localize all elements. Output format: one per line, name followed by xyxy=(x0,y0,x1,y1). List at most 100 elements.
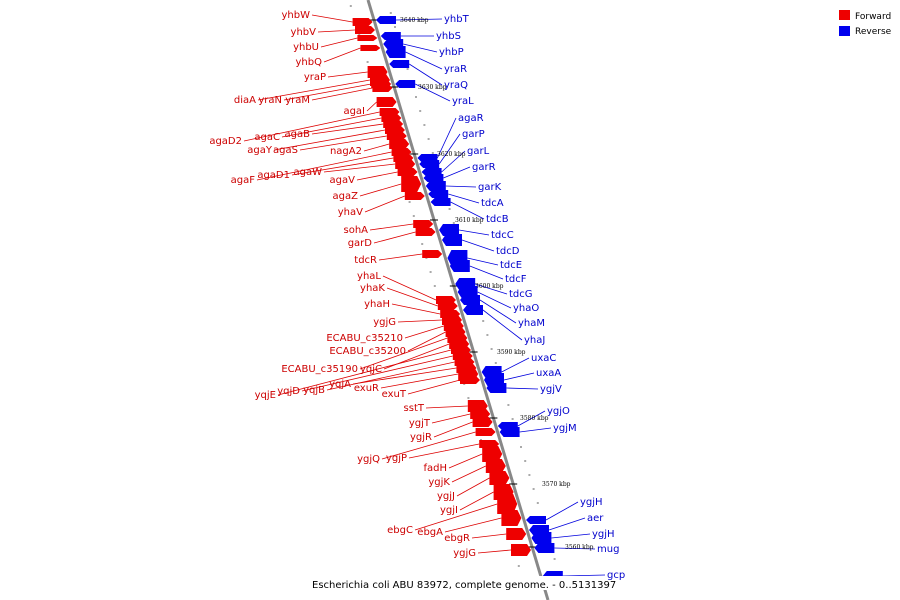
gene-label-forward: ygjR xyxy=(410,432,432,443)
gene-label-forward: sohA xyxy=(343,225,368,236)
gene-arrow-reverse xyxy=(389,60,410,68)
gene-label-forward: ygjK xyxy=(428,477,450,488)
gene-leader-line xyxy=(378,253,423,261)
gene-leader-line xyxy=(554,547,596,550)
legend-reverse-swatch xyxy=(839,26,850,36)
gene-leader-line xyxy=(381,431,476,460)
gene-arrow-reverse xyxy=(526,516,546,524)
kbp-tick-label: 3630 kbp xyxy=(418,84,447,91)
gene-label-forward: agaD1 xyxy=(257,170,290,181)
gene-label-forward: agaY xyxy=(247,145,273,156)
gene-leader-line xyxy=(415,83,451,102)
gene-labels: yhbW yhbV yhbU yhbQ yraP diaA yraN yraM agaI agaD… xyxy=(209,10,625,581)
gene-leader-line xyxy=(414,503,498,531)
gene-leader-line xyxy=(311,14,353,23)
kbp-tick-label: 3600 kbp xyxy=(475,283,504,290)
legend-forward-swatch xyxy=(839,10,850,20)
gene-leader-line xyxy=(451,465,486,483)
gene-leader-line xyxy=(366,101,377,112)
gene-label-reverse: uxaA xyxy=(536,368,561,379)
gene-arrow-reverse xyxy=(460,295,480,305)
gene-arrow-forward xyxy=(460,376,480,384)
gene-label-forward: exuR xyxy=(354,383,379,394)
gene-arrow-reverse xyxy=(439,224,459,236)
gene-leader-line xyxy=(382,275,437,301)
gene-arrow-reverse xyxy=(385,46,406,58)
gene-arrow-reverse xyxy=(428,190,449,198)
gene-label-reverse: garK xyxy=(478,182,502,193)
gene-label-reverse: tdcC xyxy=(491,230,514,241)
gene-label-reverse: yhaO xyxy=(513,303,539,314)
gene-label-forward: yhbW xyxy=(282,10,311,21)
gene-arrow-forward xyxy=(511,544,531,556)
gene-arrow-forward xyxy=(422,250,443,258)
gene-leader-line xyxy=(458,229,490,236)
gene-label-reverse: tdcA xyxy=(481,198,504,209)
gene-arrow-forward xyxy=(352,18,373,26)
gene-label-forward: yqjD xyxy=(277,386,300,397)
gene-arrow-reverse xyxy=(419,160,440,168)
gene-leader-line xyxy=(395,18,443,21)
gene-leader-line xyxy=(283,83,372,101)
gene-leader-line xyxy=(299,135,387,151)
gene-label-forward: yhaL xyxy=(357,271,381,282)
gene-arrow-forward xyxy=(397,168,418,176)
gene-leader-line xyxy=(469,265,504,280)
gene-arrow-forward xyxy=(355,26,375,34)
kbp-tick-label: 3570 kbp xyxy=(542,481,571,488)
gene-label-reverse: uxaC xyxy=(531,353,556,364)
kbp-tick-label: 3610 kbp xyxy=(455,217,484,224)
gene-arrow-reverse xyxy=(376,16,396,24)
gene-arrow-forward xyxy=(376,97,397,107)
legend-forward-label: Forward xyxy=(855,12,891,22)
gene-leader-line xyxy=(482,309,523,341)
gene-leader-line xyxy=(519,427,552,433)
gene-leader-line xyxy=(407,331,446,352)
gene-label-reverse: ygjH xyxy=(592,529,615,540)
gene-arrow-forward xyxy=(501,510,522,526)
gene-label-forward: yqjE xyxy=(255,390,276,401)
gene-label-forward: ygjG xyxy=(373,317,396,328)
gene-label-forward: ygjJ xyxy=(437,491,455,502)
gene-leader-line xyxy=(444,517,502,533)
gene-arrows xyxy=(352,16,563,581)
gene-label-forward: nagA2 xyxy=(330,146,362,157)
gene-leader-line xyxy=(359,337,448,370)
gene-leader-line xyxy=(369,223,414,231)
gene-label-forward: agaV xyxy=(330,175,356,186)
gene-label-reverse: tdcG xyxy=(509,289,533,300)
gene-label-forward: yhaV xyxy=(338,207,363,218)
gene-label-reverse: yraQ xyxy=(444,80,468,91)
gene-leader-line xyxy=(273,129,386,151)
gene-leader-line xyxy=(517,410,546,427)
gene-label-reverse: yhaM xyxy=(518,318,545,329)
gene-arrow-reverse xyxy=(499,427,520,437)
gene-leader-line xyxy=(562,574,606,577)
kbp-tick-label: 3640 kbp xyxy=(400,17,429,24)
gene-arrow-forward xyxy=(415,228,436,236)
gene-leader-line xyxy=(438,133,461,165)
gene-arrow-forward xyxy=(395,159,416,169)
gene-label-reverse: mug xyxy=(597,544,619,555)
gene-label-forward: yqjC xyxy=(360,364,382,375)
gene-arrow-forward xyxy=(389,139,410,149)
gene-leader-line xyxy=(551,533,591,539)
gene-arrow-reverse xyxy=(395,80,416,88)
gene-leader-line xyxy=(459,491,494,511)
gene-label-forward: yhaK xyxy=(360,283,385,294)
gene-label-reverse: tdcD xyxy=(496,246,520,257)
gene-leader-line xyxy=(403,43,438,53)
gene-leader-line xyxy=(437,117,457,159)
gene-leader-line xyxy=(448,453,483,469)
gene-leader-line xyxy=(405,51,443,70)
gene-label-forward: agaW xyxy=(294,167,323,178)
map-caption: Escherichia coli ABU 83972, complete gen… xyxy=(312,580,616,591)
gene-arrow-forward xyxy=(470,409,491,419)
kbp-tick-label: 3590 kbp xyxy=(497,349,526,356)
gene-leader-line xyxy=(391,303,441,315)
gene-arrow-forward xyxy=(372,84,393,92)
gene-leader-line xyxy=(448,193,480,204)
gene-label-forward: ebgR xyxy=(444,533,470,544)
gene-leader-line xyxy=(277,349,452,396)
legend: Forward Reverse xyxy=(839,10,892,37)
